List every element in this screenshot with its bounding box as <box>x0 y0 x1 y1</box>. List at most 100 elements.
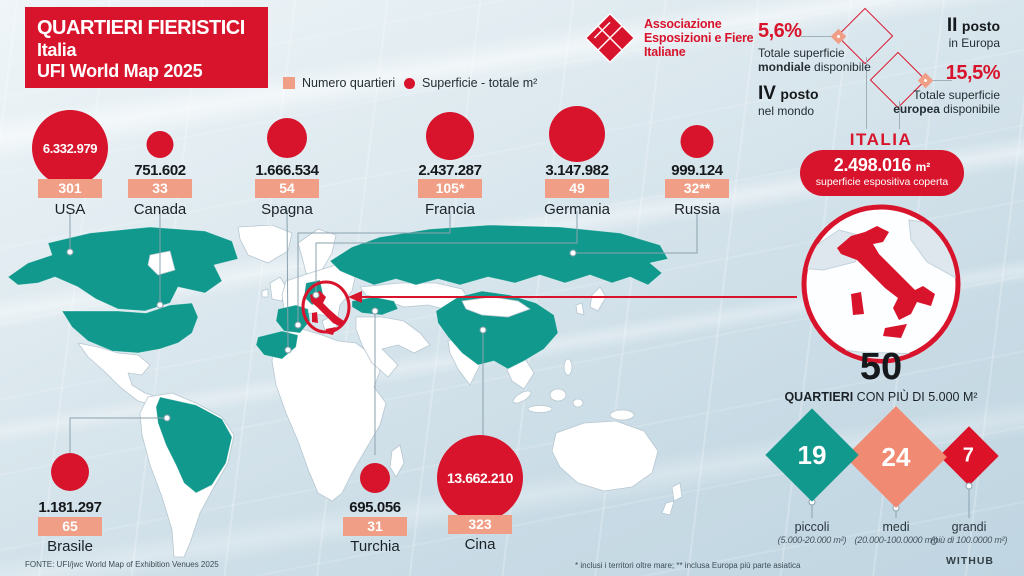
districts-value: 32** <box>683 180 711 196</box>
world-share-label: Totale superficie mondiale disponibile <box>758 46 871 74</box>
country-name: Brasile <box>47 538 93 555</box>
districts-value: 301 <box>58 180 82 196</box>
europe-share-value: 15,5% <box>945 62 1001 84</box>
diamond-count: 24 <box>881 441 911 472</box>
europe-share-stat: 15,5% Totale superficie europea disponib… <box>893 62 1000 116</box>
districts-value: 54 <box>279 180 295 196</box>
world-share-stat: 5,6% Totale superficie mondiale disponib… <box>758 20 871 74</box>
italy-label: ITALIA <box>849 130 913 149</box>
label-bold: mondiale <box>758 60 811 74</box>
surface-dot-icon <box>404 77 415 89</box>
madagascar <box>389 444 405 478</box>
world-share-value: 5,6% <box>758 20 802 42</box>
category-label: medi <box>882 520 910 534</box>
surface-value: 2.437.287 <box>418 162 482 179</box>
label-bold: europea <box>893 102 940 116</box>
italy-inset-map <box>801 204 961 364</box>
borneo <box>549 388 567 402</box>
districts-badge: 301 <box>38 179 102 198</box>
logo-line: Esposizioni e Fiere <box>644 31 754 45</box>
rank-scope: in Europa <box>948 36 1000 50</box>
diamond-count: 19 <box>797 439 827 470</box>
title-box: QUARTIERI FIERISTICI Italia UFI World Ma… <box>25 7 268 88</box>
japan <box>589 286 607 312</box>
greenland <box>237 225 293 264</box>
legend-surface: Superficie - totale m² <box>404 76 537 90</box>
ireland <box>261 288 269 298</box>
legend-districts-label: Numero quartieri <box>302 76 396 90</box>
surface-bubble <box>146 131 174 158</box>
surface-bubble <box>549 106 605 162</box>
districts-total: 50 <box>859 346 903 388</box>
diamond-label-grandi: grandi (più di 100.0000 m²) <box>909 520 1024 545</box>
label-text: disponibile <box>814 60 871 74</box>
new-guinea <box>609 409 635 421</box>
districts-badge: 323 <box>448 515 512 534</box>
china <box>435 290 559 370</box>
districts-badge: 49 <box>545 179 609 198</box>
surface-bubble <box>680 125 714 158</box>
districts-badge: 54 <box>255 179 319 198</box>
world-rank-stat: IV posto nel mondo <box>758 83 819 118</box>
districts-value: 33 <box>152 180 168 196</box>
districts-badge: 65 <box>38 517 102 536</box>
country-name: Canada <box>133 201 187 218</box>
france <box>275 304 311 334</box>
aefi-diamond-icon <box>584 12 636 64</box>
italy-surface-line: 2.498.016 m² <box>800 155 964 176</box>
hudson-bay <box>147 250 176 276</box>
country-name: USA <box>54 201 86 218</box>
surface-bubble <box>360 463 390 493</box>
italy-surface-value: 2.498.016 <box>833 155 912 175</box>
country-name: Russia <box>674 201 720 218</box>
inset-sardinia-shape <box>851 292 864 315</box>
java <box>527 405 553 413</box>
diamond-label-medi: medi (20.000-100.0000 m²) <box>836 520 956 545</box>
rank-scope: nel mondo <box>758 104 815 118</box>
aefi-logo-text: Associazione Esposizioni e Fiere Italian… <box>644 17 754 59</box>
logo-line: Italiane <box>644 45 686 59</box>
surface-bubble <box>267 118 307 158</box>
philippines <box>563 358 573 376</box>
usa <box>61 302 199 354</box>
italy-surface-label: superficie espositiva coperta <box>815 176 949 188</box>
category-range: (20.000-100.0000 m²) <box>854 535 938 545</box>
country-name: Turchia <box>350 538 400 555</box>
surface-value: 1.666.534 <box>255 162 319 179</box>
australia <box>551 420 659 492</box>
country-name: Spagna <box>261 201 313 218</box>
surface-value: 695.056 <box>349 499 401 516</box>
europe-rank-line: II posto <box>947 15 1000 37</box>
districts-subtitle: QUARTIERI CON PIÙ DI 5.000 M² <box>756 390 1006 404</box>
districts-badge: 31 <box>343 517 407 536</box>
label-text: Totale superficie <box>913 88 1000 102</box>
africa <box>271 328 387 502</box>
legend-districts: Numero quartieri <box>283 76 395 90</box>
rank-value: II <box>946 15 958 36</box>
diamond-piccoli: 19 <box>765 408 859 502</box>
rank-value: IV <box>758 83 776 104</box>
surface-value: 3.147.982 <box>545 162 609 179</box>
districts-value: 323 <box>468 516 492 532</box>
districts-swatch-icon <box>283 77 295 89</box>
inset-italy-shape <box>837 226 935 320</box>
subtitle-bold: QUARTIERI <box>784 390 854 404</box>
europe-rank-stat: II posto in Europa <box>947 15 1000 50</box>
page-title: QUARTIERI FIERISTICI <box>37 17 245 39</box>
surface-bubble: 13.662.210 <box>437 435 523 521</box>
category-label: piccoli <box>794 520 830 534</box>
inset-africa <box>806 341 956 359</box>
category-label: grandi <box>951 520 987 534</box>
inset-sicily-shape <box>883 324 907 338</box>
subtitle-rest: CON PIÙ DI 5.000 M² <box>856 390 978 404</box>
world-rank-line: IV posto <box>758 83 819 105</box>
country-name: Francia <box>424 201 476 218</box>
districts-value: 65 <box>62 518 78 534</box>
new-zealand <box>671 482 683 502</box>
sumatra <box>512 390 532 404</box>
canada-alaska <box>7 226 239 312</box>
withub-brand: WITHUB <box>946 555 994 567</box>
europe-share-label: Totale superficie europea disponibile <box>893 88 1000 116</box>
districts-value: 49 <box>569 180 585 196</box>
